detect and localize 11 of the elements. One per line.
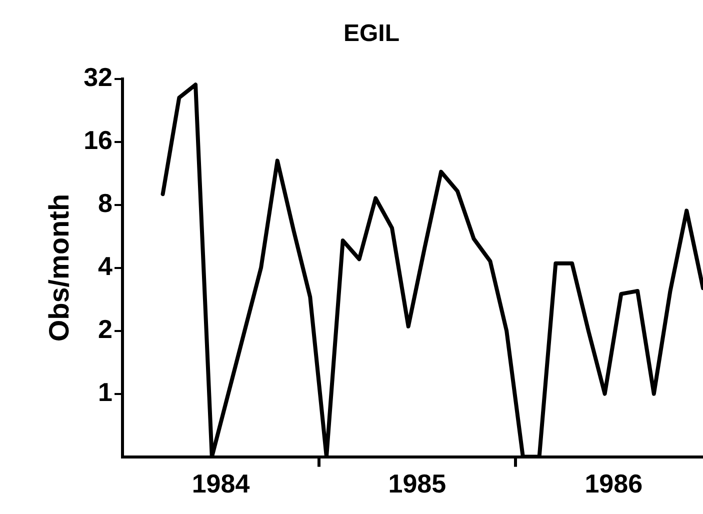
y-tick-label: 4 — [98, 250, 114, 281]
y-tick-label: 2 — [98, 314, 113, 344]
x-tick-label: 1984 — [192, 468, 250, 499]
y-tick-label: 1 — [98, 376, 113, 407]
chart-title: EGIL — [343, 20, 400, 48]
y-tick-label: 8 — [98, 188, 113, 218]
x-tick-label: 1985 — [388, 468, 446, 499]
x-tick-label: 1986 — [584, 468, 643, 499]
y-axis-title: Obs/month — [44, 194, 75, 342]
y-tick-label: 32 — [84, 62, 113, 92]
y-tick-label: 16 — [84, 124, 113, 155]
